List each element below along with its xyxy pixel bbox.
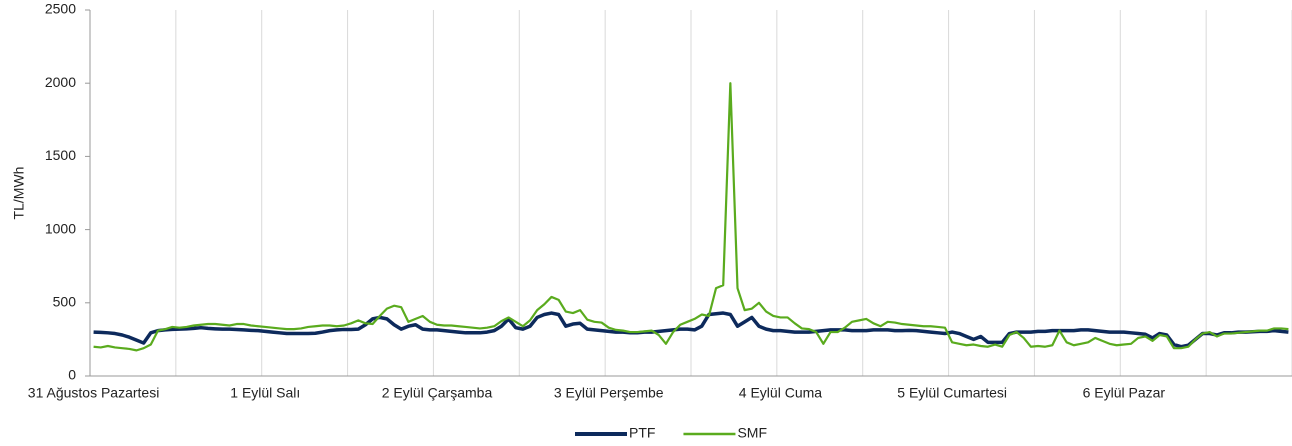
y-tick-label: 1000 xyxy=(45,220,76,236)
y-tick-label: 1500 xyxy=(45,147,76,163)
y-tick-label: 2000 xyxy=(45,74,76,90)
legend-label: SMF xyxy=(737,425,767,441)
y-tick-label: 2500 xyxy=(45,1,76,17)
series-line xyxy=(93,311,1289,349)
y-axis-label: TL/MWh xyxy=(11,167,27,220)
x-tick-label: 4 Eylül Cuma xyxy=(739,385,822,401)
x-tick-label: 5 Eylül Cumartesi xyxy=(897,385,1007,401)
x-tick-label: 1 Eylül Salı xyxy=(230,385,300,401)
x-tick-label: 6 Eylül Pazar xyxy=(1083,385,1166,401)
legend-label: PTF xyxy=(629,425,655,441)
x-tick-label: 31 Ağustos Pazartesi xyxy=(28,385,160,401)
y-tick-label: 0 xyxy=(68,367,76,383)
y-tick-label: 500 xyxy=(53,294,77,310)
x-tick-label: 2 Eylül Çarşamba xyxy=(382,385,493,401)
series-line xyxy=(93,82,1289,352)
x-tick-label: 3 Eylül Perşembe xyxy=(554,385,664,401)
